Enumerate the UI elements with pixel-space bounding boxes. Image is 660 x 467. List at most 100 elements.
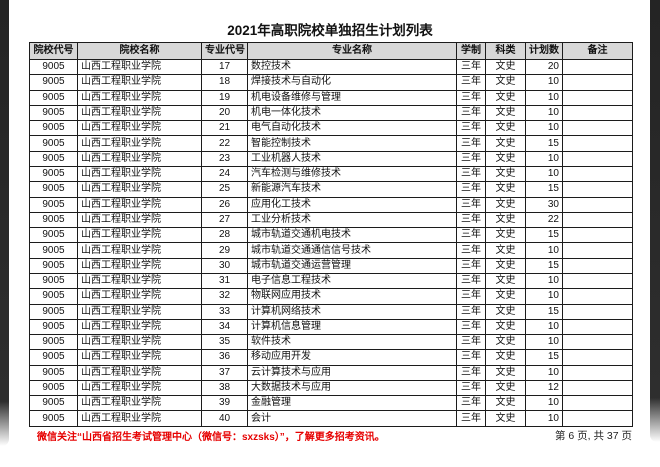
cell-plan-count: 12 bbox=[525, 379, 563, 397]
cell-major-name: 云计算技术与应用 bbox=[247, 364, 457, 381]
enrollment-plan-table: 院校代号 院校名称 专业代号 专业名称 学制 科类 计划数 备注 9005 山西工程职业学院 17… bbox=[29, 42, 633, 427]
cell-plan-count: 10 bbox=[525, 395, 563, 412]
cell-college-name: 山西工程职业学院 bbox=[77, 334, 202, 351]
column-header-major-code: 专业代号 bbox=[201, 42, 248, 60]
table-row: 9005 山西工程职业学院 31 电子信息工程技术 三年 文史 10 bbox=[29, 272, 633, 290]
cell-plan-count: 15 bbox=[525, 135, 563, 152]
cell-plan-count: 30 bbox=[525, 196, 563, 213]
cell-duration: 三年 bbox=[456, 150, 486, 167]
cell-college-code: 9005 bbox=[29, 257, 78, 274]
cell-duration: 三年 bbox=[456, 165, 486, 183]
cell-college-name: 山西工程职业学院 bbox=[77, 104, 202, 122]
cell-major-code: 23 bbox=[201, 150, 248, 167]
table-row: 9005 山西工程职业学院 30 城市轨道交通运营管理 三年 文史 15 bbox=[29, 257, 633, 274]
cell-category: 文史 bbox=[485, 288, 526, 305]
cell-plan-count: 15 bbox=[525, 303, 563, 320]
cell-note bbox=[562, 120, 633, 137]
cell-category: 文史 bbox=[485, 334, 526, 351]
table-row: 9005 山西工程职业学院 37 云计算技术与应用 三年 文史 10 bbox=[29, 364, 633, 381]
cell-note bbox=[562, 104, 633, 122]
cell-major-name: 软件技术 bbox=[247, 334, 457, 351]
cell-category: 文史 bbox=[485, 150, 526, 167]
cell-plan-count: 10 bbox=[525, 150, 563, 167]
table-row: 9005 山西工程职业学院 35 软件技术 三年 文史 10 bbox=[29, 334, 633, 351]
cell-major-code: 38 bbox=[201, 379, 248, 397]
cell-major-name: 电子信息工程技术 bbox=[247, 272, 457, 290]
cell-major-code: 21 bbox=[201, 120, 248, 137]
cell-college-name: 山西工程职业学院 bbox=[77, 379, 202, 397]
cell-college-name: 山西工程职业学院 bbox=[77, 410, 202, 427]
cell-major-code: 24 bbox=[201, 165, 248, 183]
cell-note bbox=[562, 181, 633, 198]
cell-college-name: 山西工程职业学院 bbox=[77, 288, 202, 305]
cell-duration: 三年 bbox=[456, 334, 486, 351]
cell-duration: 三年 bbox=[456, 135, 486, 152]
page-indicator: 第 6 页, 共 37 页 bbox=[554, 430, 632, 442]
cell-category: 文史 bbox=[485, 379, 526, 397]
cell-category: 文史 bbox=[485, 242, 526, 259]
cell-note bbox=[562, 196, 633, 213]
cell-college-name: 山西工程职业学院 bbox=[77, 74, 202, 91]
cell-category: 文史 bbox=[485, 165, 526, 183]
cell-major-name: 电气自动化技术 bbox=[247, 120, 457, 137]
cell-duration: 三年 bbox=[456, 58, 486, 76]
cell-major-name: 城市轨道交通运营管理 bbox=[247, 257, 457, 274]
cell-college-name: 山西工程职业学院 bbox=[77, 196, 202, 213]
column-header-major-name: 专业名称 bbox=[247, 42, 457, 60]
cell-duration: 三年 bbox=[456, 196, 486, 213]
table-row: 9005 山西工程职业学院 20 机电一体化技术 三年 文史 10 bbox=[29, 104, 633, 122]
cell-college-name: 山西工程职业学院 bbox=[77, 303, 202, 320]
table-row: 9005 山西工程职业学院 17 数控技术 三年 文史 20 bbox=[29, 58, 633, 76]
cell-duration: 三年 bbox=[456, 104, 486, 122]
cell-duration: 三年 bbox=[456, 288, 486, 305]
cell-major-name: 物联网应用技术 bbox=[247, 288, 457, 305]
cell-major-code: 39 bbox=[201, 395, 248, 412]
cell-college-name: 山西工程职业学院 bbox=[77, 349, 202, 366]
cell-plan-count: 10 bbox=[525, 272, 563, 290]
cell-note bbox=[562, 135, 633, 152]
cell-major-code: 28 bbox=[201, 227, 248, 244]
table-row: 9005 山西工程职业学院 22 智能控制技术 三年 文史 15 bbox=[29, 135, 633, 152]
cell-major-name: 工业机器人技术 bbox=[247, 150, 457, 167]
cell-college-code: 9005 bbox=[29, 318, 78, 336]
cell-duration: 三年 bbox=[456, 181, 486, 198]
cell-major-code: 32 bbox=[201, 288, 248, 305]
cell-duration: 三年 bbox=[456, 227, 486, 244]
cell-plan-count: 10 bbox=[525, 318, 563, 336]
cell-category: 文史 bbox=[485, 349, 526, 366]
cell-college-name: 山西工程职业学院 bbox=[77, 181, 202, 198]
cell-category: 文史 bbox=[485, 74, 526, 91]
column-header-college-code: 院校代号 bbox=[29, 42, 78, 60]
cell-major-name: 数控技术 bbox=[247, 58, 457, 76]
cell-duration: 三年 bbox=[456, 120, 486, 137]
cell-major-code: 26 bbox=[201, 196, 248, 213]
cell-major-code: 29 bbox=[201, 242, 248, 259]
wechat-notice: 微信关注“山西省招生考试管理中心（微信号：sxzsks）”，了解更多招考资讯。 bbox=[37, 432, 385, 443]
cell-note bbox=[562, 318, 633, 336]
cell-plan-count: 20 bbox=[525, 58, 563, 76]
cell-major-name: 机电设备维修与管理 bbox=[247, 89, 457, 106]
table-row: 9005 山西工程职业学院 26 应用化工技术 三年 文史 30 bbox=[29, 196, 633, 213]
cell-duration: 三年 bbox=[456, 89, 486, 106]
cell-major-code: 18 bbox=[201, 74, 248, 91]
cell-category: 文史 bbox=[485, 211, 526, 229]
cell-college-name: 山西工程职业学院 bbox=[77, 211, 202, 229]
cell-duration: 三年 bbox=[456, 379, 486, 397]
cell-category: 文史 bbox=[485, 135, 526, 152]
cell-college-code: 9005 bbox=[29, 74, 78, 91]
table-row: 9005 山西工程职业学院 18 焊接技术与自动化 三年 文史 10 bbox=[29, 74, 633, 91]
cell-plan-count: 15 bbox=[525, 181, 563, 198]
cell-category: 文史 bbox=[485, 120, 526, 137]
cell-note bbox=[562, 257, 633, 274]
cell-college-name: 山西工程职业学院 bbox=[77, 120, 202, 137]
cell-plan-count: 10 bbox=[525, 242, 563, 259]
cell-college-name: 山西工程职业学院 bbox=[77, 395, 202, 412]
cell-college-name: 山西工程职业学院 bbox=[77, 364, 202, 381]
cell-major-code: 27 bbox=[201, 211, 248, 229]
cell-college-code: 9005 bbox=[29, 104, 78, 122]
cell-note bbox=[562, 410, 633, 427]
cell-college-code: 9005 bbox=[29, 410, 78, 427]
cell-duration: 三年 bbox=[456, 272, 486, 290]
cell-college-code: 9005 bbox=[29, 89, 78, 106]
cell-college-name: 山西工程职业学院 bbox=[77, 135, 202, 152]
